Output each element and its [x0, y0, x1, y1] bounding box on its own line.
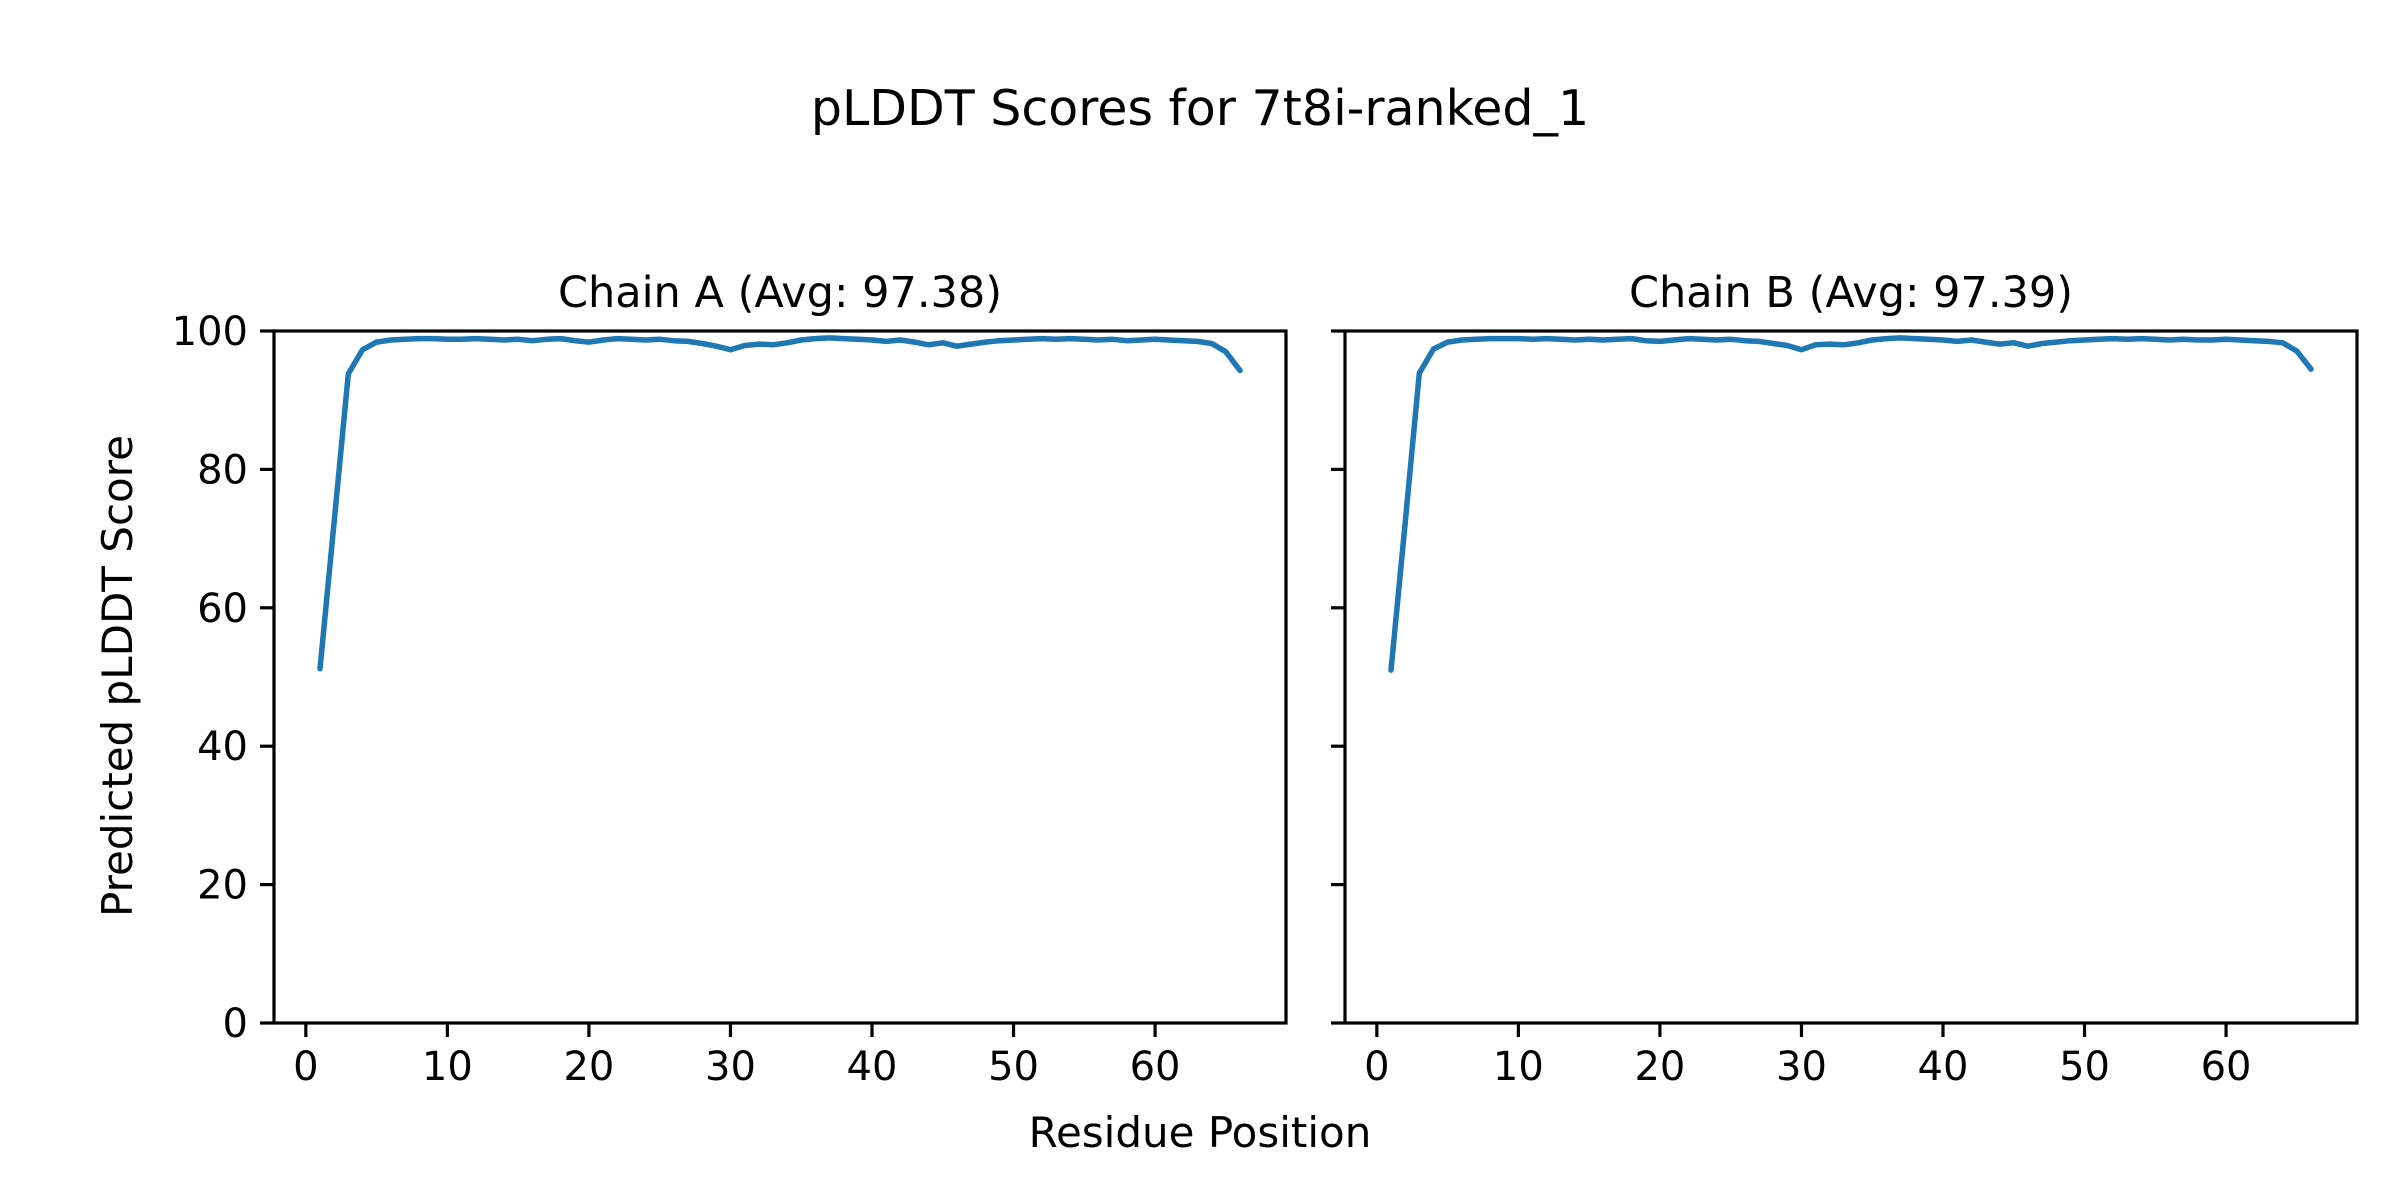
chain-a-subplot-title: Chain A (Avg: 97.38) — [557, 268, 1003, 318]
chain-b-x-tick-label: 30 — [1776, 1044, 1827, 1090]
chain-a-x-tick-label: 40 — [847, 1044, 898, 1090]
chain-a-x-tick-label: 0 — [293, 1044, 318, 1090]
chain-a-y-tick-label: 60 — [197, 586, 248, 632]
y-axis-label: Predicted pLDDT Score — [93, 435, 142, 917]
chain-a-axes-frame — [272, 329, 1288, 1025]
chain-a-y-tick-label: 0 — [223, 1001, 248, 1047]
chain-b-axes-frame — [1343, 329, 2359, 1025]
chain-a-x-tick-label: 50 — [988, 1044, 1039, 1090]
chain-a-y-tick-label: 80 — [197, 447, 248, 493]
chain-a-plddt-line — [317, 335, 1243, 672]
chain-b-plddt-line — [1388, 335, 2314, 673]
x-axis-label: Residue Position — [1028, 1108, 1372, 1157]
chain-b-x-tick-label: 60 — [2201, 1044, 2252, 1090]
chain-b-x-tick-label: 0 — [1364, 1044, 1389, 1090]
chain-b-subplot-title: Chain B (Avg: 97.39) — [1628, 268, 2074, 318]
chain-a-y-tick-label: 100 — [172, 309, 248, 355]
chain-b-x-tick-label: 40 — [1918, 1044, 1969, 1090]
chain-a-y-tick-label: 20 — [197, 863, 248, 909]
chain-a-x-tick-label: 60 — [1130, 1044, 1181, 1090]
chain-a-x-tick-label: 20 — [563, 1044, 614, 1090]
chain-b-x-tick-label: 50 — [2059, 1044, 2110, 1090]
figure-title: pLDDT Scores for 7t8i-ranked_1 — [810, 80, 1590, 137]
chain-a-y-tick-label: 40 — [197, 724, 248, 770]
chain-b-x-tick-label: 10 — [1493, 1044, 1544, 1090]
chain-b-x-tick-label: 20 — [1634, 1044, 1685, 1090]
chain-a-x-tick-label: 30 — [705, 1044, 756, 1090]
chain-a-x-tick-label: 10 — [422, 1044, 473, 1090]
